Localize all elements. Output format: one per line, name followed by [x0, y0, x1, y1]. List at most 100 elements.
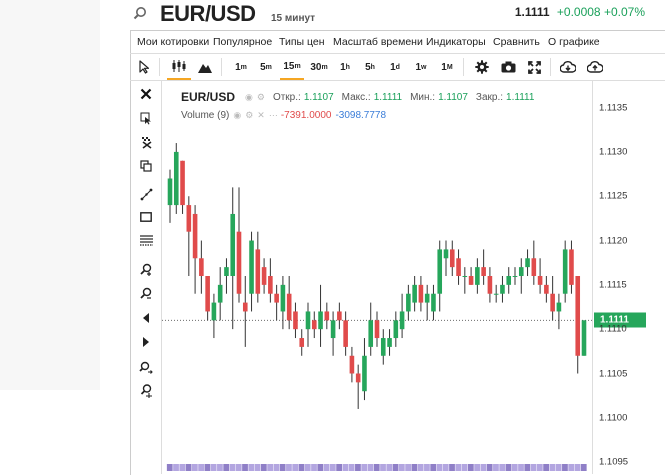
volume-bar — [373, 464, 380, 471]
fullscreen-icon[interactable] — [523, 54, 545, 80]
menu-item-compare[interactable]: Сравнить — [493, 36, 540, 48]
timeframe-30m[interactable]: 30 m — [310, 61, 328, 73]
volume-bar — [455, 464, 462, 471]
legend-volume-value-1: -7391.0000 — [280, 110, 332, 121]
scroll-right-icon[interactable] — [137, 333, 155, 351]
area-chart-icon[interactable] — [194, 54, 216, 80]
volume-bar — [273, 464, 280, 471]
volume-bar — [486, 464, 493, 471]
candle-body — [506, 276, 512, 285]
volume-bar — [229, 464, 236, 471]
volume-bar — [499, 464, 506, 471]
menu-item-about-chart[interactable]: О графике — [548, 36, 600, 48]
volume-bar — [405, 464, 411, 471]
candle-body — [255, 249, 261, 294]
close-icon[interactable] — [137, 85, 155, 103]
candle-body — [299, 338, 305, 347]
candle-body — [261, 267, 267, 285]
zoom-reset-icon[interactable] — [137, 382, 155, 400]
volume-bar — [217, 464, 223, 471]
fibonacci-icon[interactable] — [137, 232, 155, 250]
camera-icon[interactable] — [497, 54, 519, 80]
candle-body — [173, 151, 179, 206]
candle-body — [167, 178, 173, 206]
volume-bar — [574, 464, 581, 471]
volume-bar — [518, 464, 524, 471]
volume-bar — [474, 464, 480, 471]
volume-bar — [398, 464, 405, 471]
zoom-in-icon[interactable] — [137, 260, 155, 278]
interval-label: 15 минут — [271, 13, 316, 24]
volume-bar — [386, 464, 393, 471]
volume-bar — [361, 464, 368, 471]
cursor-icon[interactable] — [134, 54, 154, 80]
copy-icon[interactable] — [137, 157, 155, 175]
candle-body — [544, 284, 549, 294]
volume-bar — [223, 464, 230, 471]
more-icon[interactable]: ⋯ — [268, 110, 278, 120]
menu-item-popular[interactable]: Популярное — [213, 36, 273, 48]
price-axis-tick: 1.1130 — [599, 146, 628, 158]
menu-item-indicators[interactable]: Индикаторы — [426, 36, 486, 48]
candle-body — [462, 276, 468, 277]
volume-bar — [286, 464, 292, 471]
volume-bar — [555, 464, 562, 471]
volume-bar — [336, 464, 342, 471]
gear-icon[interactable] — [471, 54, 493, 80]
candle-body — [481, 267, 486, 276]
select-cursor-icon[interactable] — [137, 109, 155, 127]
candle-body — [349, 355, 355, 374]
candle-body — [205, 276, 210, 312]
candle-body — [443, 249, 449, 259]
menu-item-price-types[interactable]: Типы цен — [279, 36, 325, 48]
eye-icon[interactable]: ◉ — [233, 110, 242, 120]
volume-bar — [480, 464, 487, 471]
menu-item-my-quotes[interactable]: Мои котировки — [137, 36, 210, 48]
menu-item-time-scale[interactable]: Масштаб времени — [333, 36, 423, 48]
volume-bar — [198, 464, 204, 471]
rectangle-icon[interactable] — [137, 208, 155, 226]
settings-icon[interactable]: ⚙ — [256, 91, 265, 102]
candles-chart-icon[interactable] — [167, 54, 191, 80]
legend-close-value: 1.1111 — [506, 91, 535, 103]
candle-body — [305, 311, 311, 330]
volume-bar — [580, 464, 587, 471]
volume-bar — [323, 464, 330, 471]
delete-drawings-icon[interactable] — [137, 133, 155, 151]
volume-bar — [329, 464, 336, 471]
timeframe-15m[interactable]: 15 m — [280, 54, 304, 80]
volume-bar — [436, 464, 443, 471]
candle-body — [217, 284, 223, 303]
candle-body — [236, 231, 242, 294]
settings-icon[interactable]: ⚙ — [245, 110, 254, 120]
legend-high-label: Макс.: — [341, 91, 371, 103]
zoom-out-icon[interactable] — [137, 284, 155, 302]
volume-bar — [511, 464, 518, 471]
zoom-horizontal-icon[interactable] — [137, 358, 155, 376]
candle-body — [437, 249, 443, 294]
close-icon[interactable]: ✕ — [257, 110, 265, 120]
cloud-upload-icon[interactable] — [584, 54, 606, 80]
price-axis: 1.1111 1.1135 1.1130 1.1125 1.1120 1.1115 1.1… — [592, 81, 665, 474]
volume-bar — [298, 464, 305, 471]
trend-line-icon[interactable] — [137, 185, 155, 203]
cloud-download-icon[interactable] — [557, 54, 579, 80]
volume-bar — [392, 464, 399, 471]
volume-bars — [166, 464, 587, 471]
eye-icon[interactable]: ◉ — [245, 91, 253, 102]
candle-body — [525, 258, 530, 268]
candle-body — [468, 276, 474, 285]
legend-low-label: Мин.: — [410, 91, 436, 103]
scroll-left-icon[interactable] — [137, 309, 155, 327]
legend-volume-value-2: -3098.7778 — [335, 110, 387, 121]
search-icon[interactable] — [133, 6, 147, 25]
volume-bar — [267, 464, 273, 471]
